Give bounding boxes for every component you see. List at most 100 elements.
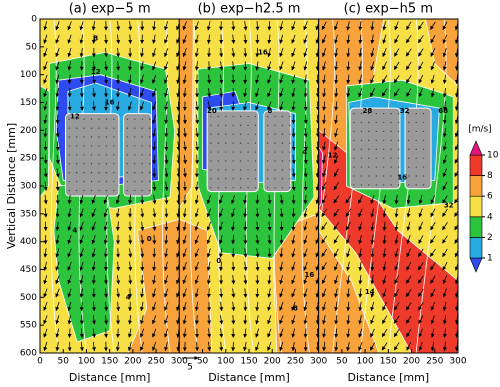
vector bbox=[152, 101, 157, 111]
building-dot bbox=[141, 180, 143, 183]
vector bbox=[358, 47, 363, 58]
vector bbox=[140, 61, 144, 71]
vector bbox=[219, 328, 224, 338]
building-dot bbox=[408, 139, 410, 141]
vector bbox=[418, 61, 424, 71]
vector bbox=[418, 341, 423, 352]
vector bbox=[176, 289, 180, 298]
vector bbox=[267, 315, 272, 325]
vector bbox=[346, 21, 351, 31]
vector bbox=[405, 315, 412, 324]
vector bbox=[152, 261, 157, 272]
building-dot bbox=[274, 160, 276, 162]
vector bbox=[152, 208, 157, 218]
vector bbox=[346, 261, 351, 272]
vector bbox=[164, 328, 169, 338]
vector bbox=[321, 208, 327, 217]
building-dot bbox=[247, 160, 249, 162]
vector bbox=[267, 88, 272, 98]
building-dot bbox=[353, 184, 355, 186]
vector bbox=[207, 315, 212, 325]
vector bbox=[182, 34, 187, 44]
building-dot bbox=[368, 113, 370, 115]
building-dot bbox=[217, 151, 219, 153]
vector bbox=[358, 261, 363, 272]
building-dot bbox=[289, 178, 291, 180]
vector bbox=[442, 301, 447, 312]
vector bbox=[176, 35, 180, 44]
vector bbox=[67, 288, 72, 298]
vector bbox=[92, 87, 96, 98]
building-dot bbox=[415, 148, 417, 150]
vector bbox=[333, 168, 339, 178]
building-dot bbox=[134, 180, 136, 183]
vector bbox=[430, 262, 436, 271]
building-dot bbox=[83, 145, 85, 147]
vector bbox=[267, 301, 272, 312]
building-dot bbox=[76, 154, 78, 156]
vector bbox=[394, 48, 400, 57]
building-dot bbox=[390, 139, 392, 141]
vector bbox=[417, 275, 424, 284]
vector bbox=[152, 181, 157, 191]
vector bbox=[152, 328, 157, 338]
vector bbox=[207, 101, 212, 111]
vector bbox=[152, 114, 156, 125]
vector bbox=[322, 74, 327, 85]
y-tick-label: 250 bbox=[20, 154, 37, 164]
vector bbox=[291, 275, 296, 285]
building-dot bbox=[240, 160, 242, 162]
building-dot bbox=[76, 180, 78, 183]
vector bbox=[442, 195, 448, 204]
vector bbox=[43, 61, 48, 71]
building-dot bbox=[281, 178, 284, 180]
vector bbox=[333, 235, 339, 244]
vector bbox=[79, 328, 84, 338]
vector bbox=[358, 301, 363, 312]
panel-title: (a) exp−5 m bbox=[69, 2, 151, 17]
building-dot bbox=[76, 163, 78, 165]
vector bbox=[255, 74, 260, 84]
building-dot bbox=[98, 189, 100, 192]
building-dot bbox=[68, 145, 70, 147]
vector bbox=[418, 248, 424, 258]
panel: 16 20 8 4 0 8 16 bbox=[179, 19, 319, 353]
vector bbox=[91, 248, 96, 258]
vector bbox=[55, 288, 60, 298]
vector bbox=[370, 208, 375, 218]
vector bbox=[315, 249, 319, 258]
vector bbox=[194, 181, 199, 191]
vector bbox=[164, 61, 169, 71]
vector bbox=[334, 101, 339, 111]
vector bbox=[91, 208, 96, 218]
vector bbox=[430, 315, 435, 325]
vector bbox=[79, 288, 84, 298]
building-dot bbox=[113, 127, 115, 129]
building-dot bbox=[240, 124, 242, 126]
vector bbox=[279, 34, 284, 44]
building-dot bbox=[375, 130, 377, 133]
vector bbox=[454, 301, 459, 312]
vector bbox=[219, 288, 224, 298]
vector bbox=[194, 34, 199, 44]
vector bbox=[358, 234, 363, 245]
vector bbox=[315, 87, 319, 98]
building-dot bbox=[149, 154, 151, 156]
building-dot bbox=[113, 136, 115, 138]
building-dot bbox=[83, 136, 85, 138]
vector bbox=[182, 235, 187, 245]
x-tick-label: 200 bbox=[264, 357, 281, 367]
building-dot bbox=[247, 115, 249, 118]
building-dot bbox=[68, 127, 70, 129]
building-dot bbox=[390, 166, 392, 168]
vector bbox=[291, 315, 296, 325]
building-dot bbox=[240, 151, 242, 153]
building-dot bbox=[289, 160, 291, 162]
building-dot bbox=[126, 118, 128, 120]
vector bbox=[79, 221, 84, 231]
vector bbox=[92, 328, 96, 338]
building-dot bbox=[415, 139, 417, 141]
building-dot bbox=[76, 189, 78, 192]
building bbox=[349, 107, 401, 190]
vector bbox=[430, 328, 435, 338]
